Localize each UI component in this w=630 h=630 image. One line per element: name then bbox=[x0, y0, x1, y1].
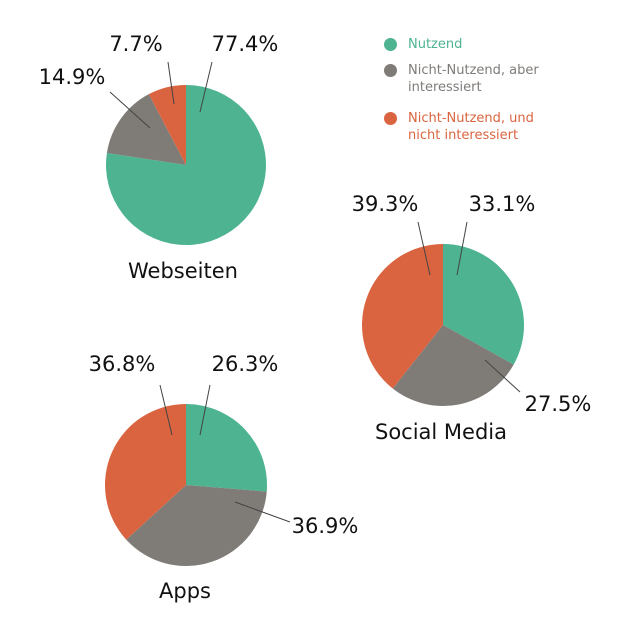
leader-line bbox=[199, 61, 213, 113]
legend-swatch bbox=[384, 38, 397, 51]
pie-slice bbox=[443, 244, 524, 365]
legend-item: Nicht-Nutzend, aber interessiert bbox=[384, 62, 552, 96]
legend-label: Nicht-Nutzend, aber interessiert bbox=[408, 63, 539, 95]
value-label: 26.3% bbox=[212, 352, 279, 376]
leader-line bbox=[167, 61, 175, 105]
legend-item: Nicht-Nutzend, und nicht interessiert bbox=[384, 110, 552, 144]
pie-slice bbox=[106, 94, 186, 165]
leader-line bbox=[484, 359, 521, 393]
pie-slice bbox=[186, 404, 268, 492]
legend-item: Nutzend bbox=[384, 36, 552, 53]
value-label: 27.5% bbox=[525, 392, 592, 416]
leader-line bbox=[199, 384, 211, 436]
pie-slice bbox=[361, 244, 443, 389]
leader-line bbox=[234, 501, 291, 523]
legend-label: Nicht-Nutzend, und nicht interessiert bbox=[408, 111, 534, 143]
leader-line bbox=[417, 221, 431, 276]
pie-slice bbox=[104, 404, 186, 540]
chart-title: Apps bbox=[159, 579, 211, 603]
pie-slice bbox=[148, 85, 186, 165]
chart-title: Social Media bbox=[375, 420, 507, 444]
pie-slice bbox=[126, 485, 267, 566]
value-label: 36.8% bbox=[89, 352, 156, 376]
pie-slice bbox=[106, 85, 267, 245]
value-label: 77.4% bbox=[212, 32, 279, 56]
legend-label: Nutzend bbox=[408, 37, 463, 52]
value-label: 39.3% bbox=[352, 192, 419, 216]
leader-line bbox=[456, 221, 468, 276]
chart-title: Webseiten bbox=[128, 259, 238, 283]
value-label: 36.9% bbox=[292, 514, 359, 538]
leader-line bbox=[159, 384, 173, 436]
pie-slice bbox=[392, 325, 514, 406]
legend-swatch bbox=[384, 112, 397, 125]
leader-line bbox=[109, 91, 151, 129]
value-label: 7.7% bbox=[109, 32, 162, 56]
value-label: 14.9% bbox=[39, 65, 106, 89]
legend-swatch bbox=[384, 64, 397, 77]
value-label: 33.1% bbox=[469, 192, 536, 216]
